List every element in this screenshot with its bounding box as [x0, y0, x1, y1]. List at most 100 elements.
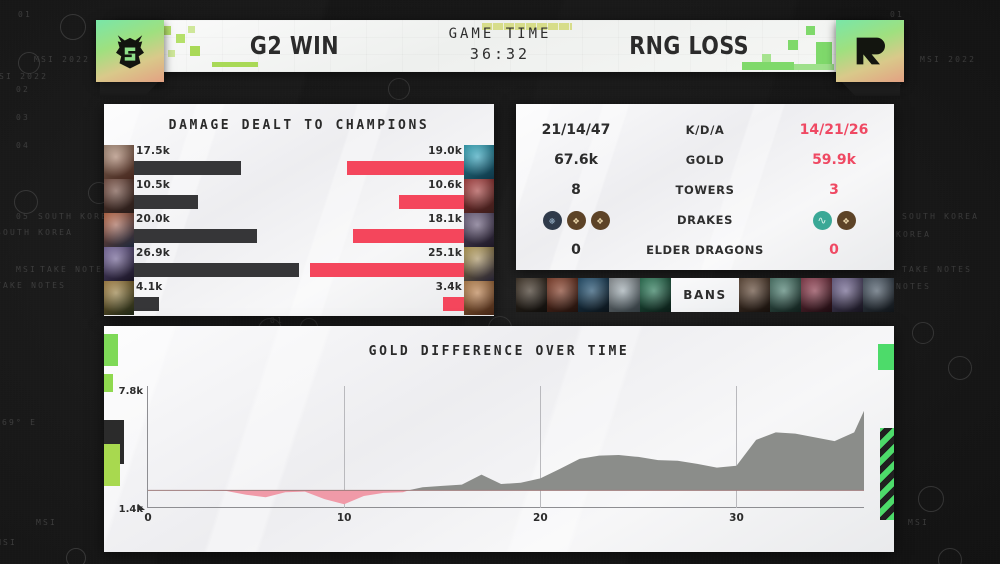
- gold-panel-deco-block: [104, 374, 113, 392]
- background-label: MSI: [908, 518, 930, 527]
- damage-bar-left: [134, 161, 242, 175]
- background-label: MSI: [16, 265, 38, 274]
- stat-row-k-d-a: 21/14/47 K/D/A 14/21/26: [516, 116, 894, 144]
- damage-rows: 17.5k 19.0k 10.5k 10.6k 20.0k 18.1k 26.9k 25.1k…: [104, 145, 494, 315]
- background-label: MSI 2022: [0, 72, 49, 81]
- damage-value-right: 10.6k: [428, 179, 462, 191]
- gold-difference-panel: GOLD DIFFERENCE OVER TIME 7.8k 1.4k 0 10 2…: [104, 326, 894, 552]
- background-label: MSI: [0, 538, 18, 547]
- background-label: 69° E: [2, 418, 38, 427]
- game-time-value: 36:32: [469, 45, 531, 63]
- header-pixel-deco-left: [160, 22, 258, 70]
- background-circle: [60, 14, 86, 40]
- ban-left-1: [516, 278, 547, 312]
- gold-difference-area-chart: [148, 410, 864, 505]
- stat-label: TOWERS: [675, 183, 735, 197]
- ban-right-3: [801, 278, 832, 312]
- damage-bar-right: [352, 229, 464, 243]
- background-label: TAKE NOTES: [0, 281, 67, 290]
- damage-row: 4.1k 3.4k: [104, 281, 494, 315]
- background-circle: [66, 548, 86, 564]
- stat-row-barons: 2BARONS0: [516, 266, 894, 270]
- stat-label: ELDER DRAGONS: [646, 243, 764, 257]
- ban-right-1: [739, 278, 770, 312]
- champion-portrait-right-1: [464, 145, 494, 179]
- ban-right-5: [863, 278, 894, 312]
- y-axis-label-min: 1.4k: [118, 504, 143, 515]
- ban-right-2: [770, 278, 801, 312]
- background-label: MSI 2022: [34, 55, 91, 64]
- stat-value-left: 67.6k: [554, 152, 598, 168]
- y-axis-min-marker: [138, 504, 145, 510]
- damage-bar-right-wrap: 19.0k: [299, 145, 464, 179]
- champion-portrait-left-1: [104, 145, 134, 179]
- header-pixel-deco-center: [482, 23, 572, 30]
- damage-bar-right-wrap: 25.1k: [299, 247, 464, 281]
- champion-portrait-right-2: [464, 179, 494, 213]
- background-circle: [388, 78, 410, 100]
- right-team-name: RNG LOSS: [628, 31, 749, 60]
- background-label: MSI: [36, 518, 58, 527]
- gold-panel-deco-block: [878, 344, 894, 370]
- background-label: NOTES: [896, 282, 932, 291]
- match-header: G2 WIN RNG LOSS GAME TIME 36:32: [96, 14, 904, 96]
- gold-chart-title: GOLD DIFFERENCE OVER TIME: [368, 344, 630, 359]
- stat-value-left: 8: [571, 182, 581, 198]
- gold-panel-deco-block: [880, 428, 894, 520]
- damage-value-left: 10.5k: [136, 179, 170, 191]
- stat-value-left: 21/14/47: [541, 122, 611, 138]
- background-circle: [912, 322, 934, 344]
- damage-value-right: 3.4k: [435, 281, 462, 293]
- ban-left-4: [609, 278, 640, 312]
- damage-value-right: 18.1k: [428, 213, 462, 225]
- damage-bar-left: [134, 297, 160, 311]
- damage-bar-right: [347, 161, 464, 175]
- stat-row-gold: 67.6k GOLD 59.9k: [516, 146, 894, 174]
- drakes-left: ❈ ❖ ❖: [516, 210, 636, 230]
- damage-bar-right-wrap: 10.6k: [299, 179, 464, 213]
- background-label: KOREA: [896, 230, 932, 239]
- bans-panel: BANS: [516, 278, 894, 312]
- g2-logo-shadow: [100, 78, 162, 96]
- damage-value-left: 17.5k: [136, 145, 170, 157]
- damage-bar-right: [443, 297, 464, 311]
- ban-left-3: [578, 278, 609, 312]
- gold-chart-plot: 7.8k 1.4k 0 10 20 30: [119, 386, 864, 524]
- champion-portrait-right-4: [464, 247, 494, 281]
- stat-value-left: 0: [571, 242, 581, 258]
- champion-portrait-left-5: [104, 281, 134, 315]
- game-time: GAME TIME 36:32: [96, 26, 904, 63]
- x-axis-tick-label: 0: [144, 512, 152, 524]
- damage-row: 20.0k 18.1k: [104, 213, 494, 247]
- damage-bar-left: [134, 195, 199, 209]
- background-circle: [918, 486, 944, 512]
- y-axis-label-max: 7.8k: [118, 386, 143, 397]
- gold-panel-deco-block: [104, 334, 118, 366]
- damage-value-left: 4.1k: [136, 281, 163, 293]
- background-circle: [18, 52, 40, 74]
- chart-gridline: [540, 386, 542, 508]
- mountain-drake-icon: ❖: [590, 210, 610, 230]
- background-label: SOUTH KOREA: [902, 212, 980, 221]
- background-circle: [948, 356, 972, 380]
- damage-row: 17.5k 19.0k: [104, 145, 494, 179]
- x-axis-tick-label: 30: [729, 512, 744, 524]
- g2-logo: [96, 20, 164, 82]
- bans-label: BANS: [671, 278, 739, 312]
- gold-panel-deco-block: [104, 444, 120, 486]
- stat-label: K/D/A: [685, 123, 725, 137]
- stat-value-right: 59.9k: [812, 152, 856, 168]
- background-label: 03: [16, 113, 31, 122]
- background-label: 02: [16, 85, 31, 94]
- damage-bar-right-wrap: 3.4k: [299, 281, 464, 315]
- background-label: MSI 2022: [920, 55, 977, 64]
- gold-negative-area: [148, 490, 409, 505]
- champion-portrait-right-3: [464, 213, 494, 247]
- rng-logo: [836, 20, 904, 82]
- damage-bar-left-wrap: 10.5k: [134, 179, 299, 213]
- chart-gridline: [344, 386, 346, 508]
- champion-portrait-left-4: [104, 247, 134, 281]
- damage-bar-left-wrap: 26.9k: [134, 247, 299, 281]
- ban-right-4: [832, 278, 863, 312]
